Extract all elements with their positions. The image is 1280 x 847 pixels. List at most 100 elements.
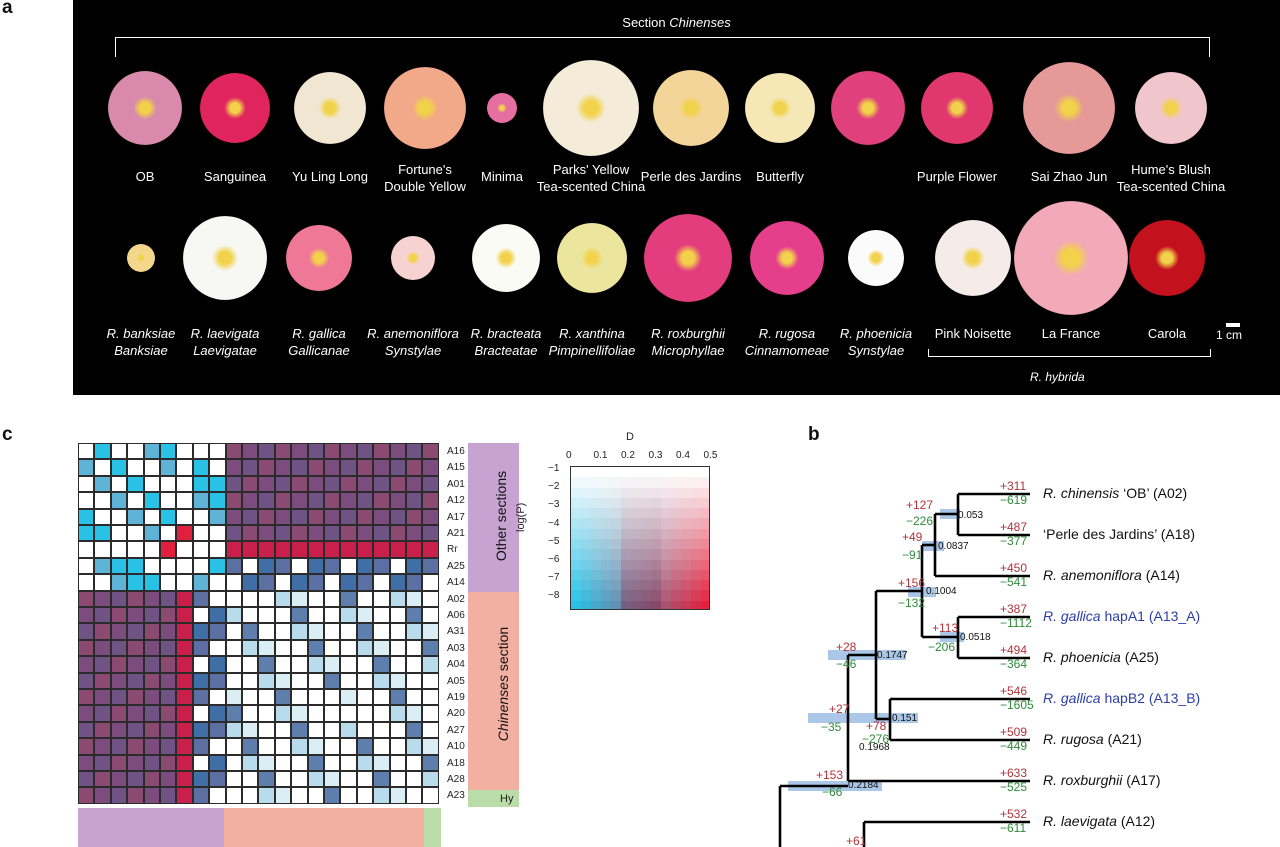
heatmap-cell: [406, 607, 423, 624]
tree-tip-label: R. gallica hapB2 (A13_B): [1043, 690, 1200, 706]
heatmap-row-label: A01: [447, 478, 465, 490]
legend-cell: [651, 477, 662, 489]
flower-name: R. phoenicia: [839, 326, 913, 341]
heatmap-cell: [192, 738, 210, 755]
heatmap-cell: [127, 639, 144, 657]
heatmap-cell: [78, 623, 95, 640]
heatmap-cell: [110, 475, 128, 493]
legend-cell: [681, 487, 692, 499]
heatmap-cell: [291, 525, 308, 542]
heatmap-cell: [340, 656, 357, 673]
heatmap-cell: [422, 541, 439, 558]
legend-cell: [661, 580, 672, 591]
heatmap-cell: [307, 771, 324, 788]
heatmap-cell: [373, 525, 390, 542]
heatmap-cell: [192, 557, 210, 575]
heatmap-cell: [176, 787, 193, 804]
legend-cell: [661, 467, 672, 478]
heatmap-cell: [176, 738, 193, 755]
legend-cell: [591, 590, 602, 602]
legend-cell: [681, 518, 692, 530]
legend-cell: [611, 508, 622, 519]
chinenses-band-bottom: [224, 808, 424, 847]
heatmap-cell: [242, 607, 259, 624]
legend-cell: [631, 518, 642, 530]
flower-photo-bottom-7: [750, 221, 824, 295]
flower-name: Butterfly: [756, 169, 804, 184]
legend-cell: [601, 590, 612, 602]
flower-name: R. xanthina: [559, 326, 625, 341]
legend-cell: [601, 580, 612, 591]
heatmap-cell: [242, 525, 259, 542]
heatmap-cell: [340, 492, 357, 509]
heatmap-cell: [94, 623, 111, 640]
heatmap-cell: [373, 459, 390, 476]
legend-cell: [671, 528, 682, 540]
heatmap-cell: [324, 787, 341, 804]
heatmap-cell: [176, 525, 193, 542]
flower-photo-bottom-9: [935, 220, 1011, 296]
heatmap-cell: [160, 541, 177, 558]
legend-cell: [691, 508, 702, 519]
heatmap-cell: [406, 689, 423, 706]
legend-cell: [591, 487, 602, 499]
heatmap-cell: [291, 771, 308, 788]
heatmap-cell: [307, 754, 324, 771]
legend-cell: [581, 467, 592, 478]
flower-name: Perle des Jardins: [640, 169, 742, 184]
heatmap-cell: [340, 574, 357, 591]
heatmap-cell: [406, 574, 423, 591]
heatmap-cell: [291, 557, 308, 575]
legend-cell: [611, 487, 622, 499]
heatmap-cell: [307, 623, 324, 640]
heatmap-cell: [422, 787, 439, 804]
heatmap-cell: [340, 721, 357, 739]
sample-id: ‘Perle des Jardins’ (A18): [1043, 526, 1195, 542]
legend-cell: [681, 497, 692, 509]
node-age-value: 0.1747: [877, 650, 908, 661]
heatmap-cell: [78, 738, 95, 755]
heatmap-row-label: A21: [447, 528, 465, 539]
flower-label-bottom-2: R. gallica Gallicanae: [288, 325, 349, 359]
heatmap-cell: [274, 656, 292, 673]
heatmap-cell: [209, 656, 226, 673]
legend-cell: [701, 600, 709, 609]
legend-cell: [621, 580, 632, 591]
heatmap-cell: [209, 738, 226, 755]
heatmap-cell: [258, 492, 275, 509]
node-loss-count: −132: [898, 596, 926, 610]
sample-id: (A21): [1103, 731, 1142, 747]
chinenses-italic: Chinenses: [495, 675, 511, 742]
legend-cell: [591, 539, 602, 550]
legend-cell: [611, 549, 622, 561]
heatmap-cell: [324, 459, 341, 476]
heatmap-cell: [192, 721, 210, 739]
heatmap-cell: [291, 754, 308, 771]
heatmap-cell: [209, 623, 226, 640]
sample-id: (A12): [1116, 813, 1156, 829]
flower-photo-bottom-4: [472, 224, 540, 292]
legend-cell: [671, 487, 682, 499]
node-gain-count: +153: [816, 768, 844, 782]
heatmap-cell: [209, 475, 226, 493]
heatmap-cell: [406, 672, 423, 689]
heatmap-cell: [324, 672, 341, 689]
heatmap-cell: [110, 590, 128, 607]
legend-cell: [571, 467, 582, 478]
heatmap-cell: [176, 672, 193, 689]
species-name: R. chinensis: [1043, 485, 1120, 501]
heatmap-cell: [242, 475, 259, 493]
heatmap-cell: [307, 590, 324, 607]
heatmap-cell: [356, 590, 374, 607]
heatmap-cell: [127, 754, 144, 771]
heatmap-cell: [373, 623, 390, 640]
heatmap-cell: [176, 721, 193, 739]
heatmap-cell: [94, 607, 111, 624]
species-name: R. rugosa: [1043, 731, 1104, 747]
heatmap-cell: [160, 623, 177, 640]
heatmap-cell: [209, 574, 226, 591]
heatmap-cell: [110, 492, 128, 509]
heatmap-cell: [78, 508, 95, 525]
heatmap-cell: [127, 492, 144, 509]
flower-photo-top-5: [543, 60, 639, 156]
